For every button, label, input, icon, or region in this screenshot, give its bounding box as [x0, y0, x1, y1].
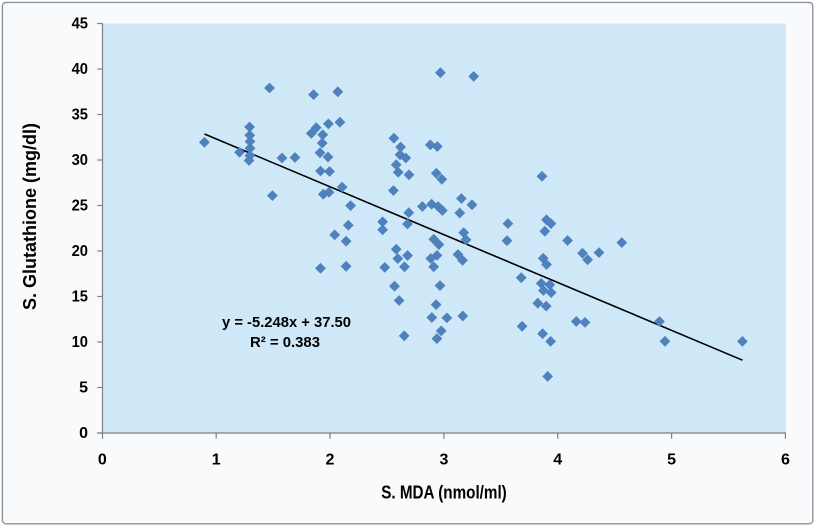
svg-text:3: 3: [439, 452, 448, 469]
svg-text:25: 25: [72, 198, 88, 215]
svg-text:10: 10: [72, 334, 88, 351]
svg-text:S. Glutathione (mg/dl): S. Glutathione (mg/dl): [20, 123, 40, 310]
svg-text:S. MDA (nmol/ml): S. MDA (nmol/ml): [381, 483, 507, 503]
svg-text:15: 15: [72, 289, 88, 306]
svg-text:2: 2: [326, 452, 335, 469]
svg-text:45: 45: [72, 16, 88, 33]
svg-text:1: 1: [212, 452, 221, 469]
svg-text:6: 6: [781, 452, 790, 469]
svg-text:30: 30: [72, 152, 88, 169]
svg-text:0: 0: [98, 452, 107, 469]
svg-text:20: 20: [72, 243, 88, 260]
svg-text:5: 5: [79, 380, 88, 397]
svg-text:y = -5.248x + 37.50: y = -5.248x + 37.50: [222, 314, 351, 331]
svg-text:40: 40: [72, 61, 88, 78]
svg-text:5: 5: [667, 452, 676, 469]
svg-text:R² = 0.383: R² = 0.383: [250, 334, 320, 351]
svg-text:0: 0: [79, 425, 88, 442]
svg-text:4: 4: [553, 452, 562, 469]
svg-text:35: 35: [72, 107, 88, 124]
